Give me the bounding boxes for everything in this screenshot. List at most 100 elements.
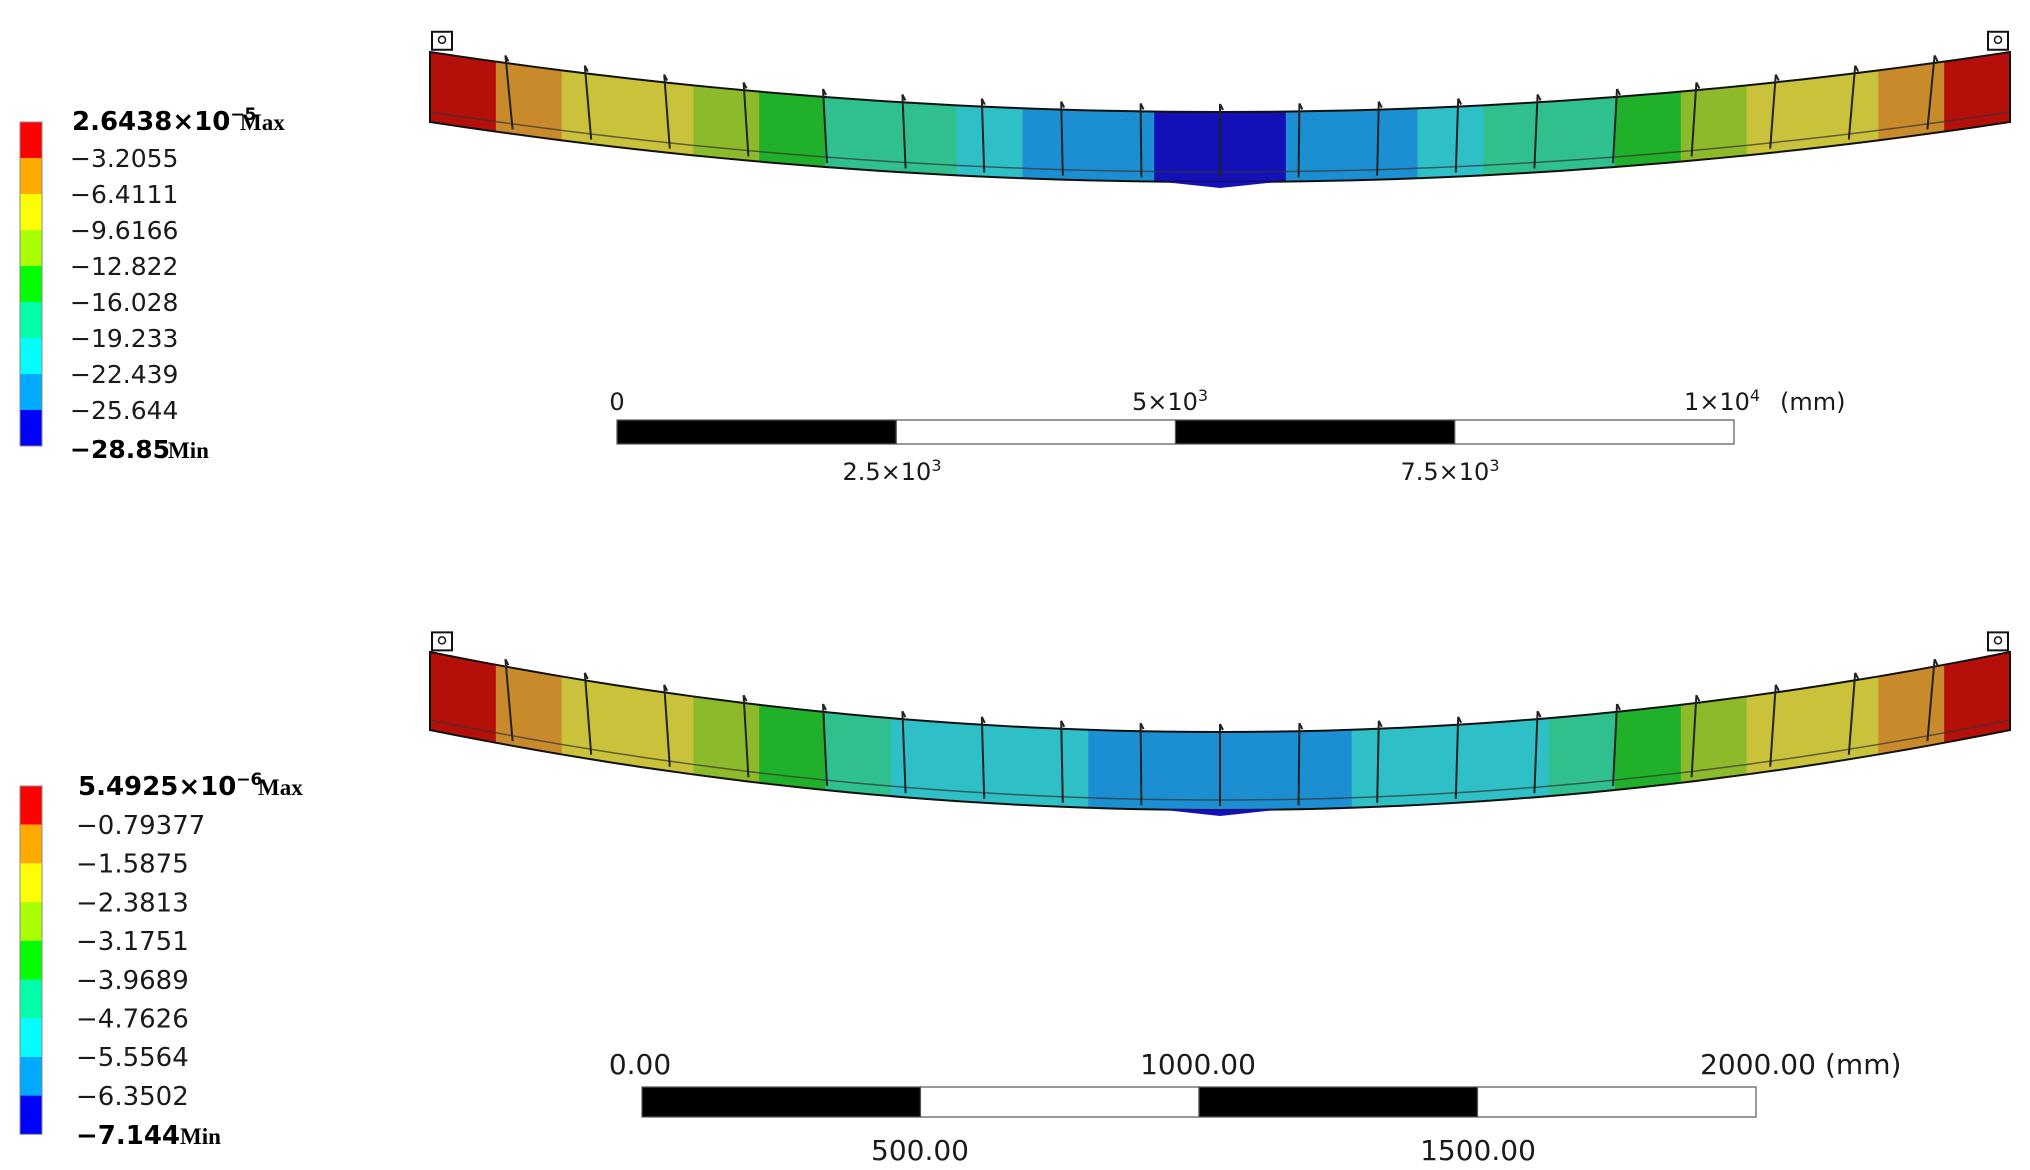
beam-band — [627, 78, 694, 156]
beam-section-line — [1454, 716, 1460, 799]
beam-band — [825, 97, 892, 172]
beam-section-tick — [1774, 684, 1780, 692]
beam-section-tick — [504, 658, 510, 666]
legend-min-tag: Min — [168, 438, 209, 463]
legend-swatch — [20, 410, 42, 446]
beam-band — [561, 676, 629, 766]
legend-swatches — [19, 121, 43, 447]
legend-swatch — [20, 1095, 42, 1135]
scale-bar-segments — [641, 1086, 1757, 1118]
scale-bar: 0 5×103 1×104 (mm) 2.5×103 7.5×103 — [609, 386, 1845, 487]
legend-levels: −3.2055 −6.4111 −9.6166 −12.822 −16.028 −19.2… — [70, 144, 178, 425]
beam-section-line — [1769, 74, 1777, 149]
legend-levels: −0.79377 −1.5875 −2.3813 −3.1751 −3.9689 −4.7… — [76, 811, 205, 1112]
legend-max-tag: Max — [258, 775, 303, 800]
legend-level-label: −6.4111 — [70, 180, 178, 209]
beam-section-tick — [1933, 658, 1939, 666]
beam-section-tick — [1854, 65, 1860, 73]
beam-section-tick — [822, 703, 827, 711]
panel-bottom: 5.4925×10−6 Max −0.79377 −1.5875 −2.3813 −3… — [19, 631, 2011, 1167]
beam-band — [693, 85, 760, 162]
beam-section-tick — [1695, 694, 1701, 702]
scale-tick-label: 5×103 — [1132, 386, 1208, 417]
beam-section-tick — [504, 54, 510, 62]
legend-swatch — [20, 194, 42, 230]
scale-bar: 0.00 1000.00 2000.00 (mm) 500.00 1500.00 — [609, 1048, 1902, 1167]
legend-level-label: −3.9689 — [76, 966, 189, 996]
beam-section-line — [1060, 720, 1064, 803]
beam-section-line — [583, 65, 593, 140]
beam-section-tick — [1139, 102, 1145, 110]
beam-section-tick — [1616, 88, 1621, 96]
scale-tick-label: 2.5×103 — [842, 456, 941, 487]
beam-band — [1615, 704, 1682, 790]
beam-section-tick — [1457, 716, 1463, 724]
beam-band — [1022, 727, 1089, 808]
scale-unit: (mm) — [1780, 388, 1845, 416]
beam-end-lug — [1987, 631, 2009, 652]
beam-band — [495, 664, 563, 755]
beam-lug-hole — [1993, 636, 2003, 645]
scale-tick-label: 1500.00 — [1420, 1134, 1536, 1167]
panel-top: 2.6438×10−5 Max −3.2055 −6.4111 −9.6166 −12… — [19, 30, 2011, 487]
legend-max-value: 5.4925×10−6 — [78, 770, 262, 802]
legend-min-value: −28.85 — [70, 435, 170, 464]
legend-frame — [19, 785, 43, 1135]
beam-band — [1220, 111, 1287, 182]
beam-section-line — [1060, 101, 1064, 176]
beam-end-lug — [431, 631, 453, 652]
beam-band — [1088, 729, 1155, 810]
beam-section-line — [980, 98, 986, 173]
beam-section-tick — [1774, 74, 1780, 82]
beam-band — [890, 718, 958, 802]
beam-min-zone — [1160, 181, 1280, 188]
beam-section-tick — [1060, 720, 1066, 728]
beam-section-tick — [1536, 93, 1542, 101]
legend-level-label: −9.6166 — [70, 216, 178, 245]
legend-swatch — [20, 302, 42, 338]
beam-section-line — [1454, 98, 1460, 173]
beam-section-tick — [1457, 98, 1463, 106]
legend-swatch — [20, 374, 42, 410]
beam-end-lug — [1987, 30, 2009, 51]
beam-section-line — [822, 88, 828, 164]
beam-band — [1417, 723, 1484, 805]
beam-band — [1088, 110, 1155, 182]
legend-level-label: −1.5875 — [76, 850, 189, 880]
legend-level-label: −4.7626 — [76, 1005, 189, 1035]
legend-level-label: −0.79377 — [76, 811, 205, 841]
legend-frame — [19, 121, 43, 447]
scale-segment — [1198, 1086, 1479, 1118]
beam-section-tick — [742, 81, 748, 89]
beam-section-tick — [1219, 103, 1224, 111]
legend-swatch — [20, 338, 42, 374]
beam-section-tick — [1616, 703, 1621, 711]
beam-band — [1746, 78, 1814, 156]
beam-min-zone — [1160, 809, 1280, 816]
legend-min-tag: Min — [180, 1124, 221, 1149]
legend-level-label: −6.3502 — [76, 1082, 189, 1112]
legend-swatch — [20, 122, 42, 158]
beam-section-tick — [742, 694, 748, 702]
beam-band — [759, 91, 826, 168]
beam-lug-hole — [437, 636, 447, 645]
beam-section-line — [1926, 659, 1936, 742]
legend-swatch — [20, 902, 42, 941]
beam-section-line — [1690, 82, 1698, 157]
beam-band — [1483, 101, 1550, 176]
scale-segment — [616, 419, 897, 445]
beam-section-tick — [1377, 101, 1383, 109]
legend-swatch — [20, 266, 42, 302]
beam-section-tick — [1377, 720, 1383, 728]
beam-band — [1878, 664, 1945, 755]
beam-band — [1812, 70, 1879, 149]
beam-band — [430, 652, 497, 743]
beam-section-line — [1139, 103, 1143, 178]
legend-level-label: −12.822 — [70, 252, 178, 281]
beam-band — [693, 696, 760, 783]
legend-level-label: −2.3813 — [76, 888, 189, 918]
scale-segment — [1174, 419, 1456, 445]
beam-band — [1220, 731, 1287, 810]
beam-band — [1285, 729, 1353, 810]
beam-band — [1285, 110, 1353, 182]
